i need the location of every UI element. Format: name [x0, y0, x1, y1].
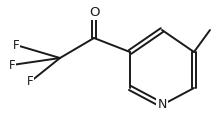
Text: O: O	[89, 6, 99, 18]
Text: F: F	[9, 59, 15, 71]
Text: F: F	[13, 39, 19, 51]
Text: F: F	[27, 75, 33, 88]
Text: N: N	[157, 99, 167, 112]
